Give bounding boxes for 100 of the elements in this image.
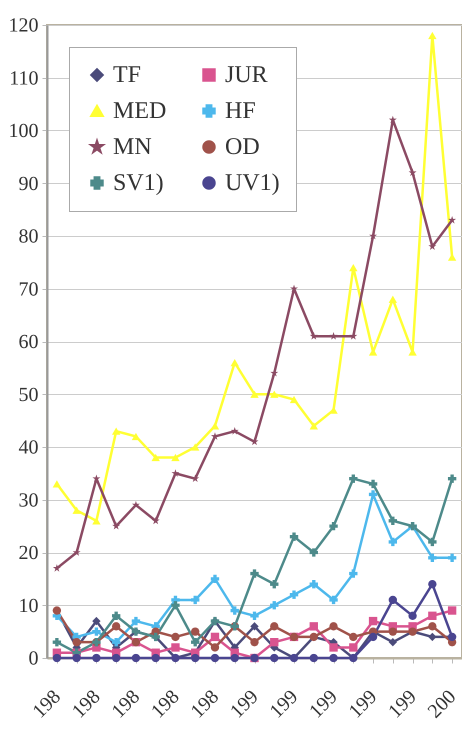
point: [349, 643, 358, 652]
point: [52, 480, 62, 488]
point: [112, 428, 120, 435]
point: [270, 622, 278, 631]
point: [92, 474, 100, 482]
point: [428, 612, 437, 620]
point: [112, 654, 120, 662]
y-tick-label: 30: [18, 489, 38, 512]
y-tick-label: 20: [18, 542, 38, 564]
point: [428, 32, 437, 40]
y-tick-label: 10: [18, 594, 38, 617]
point: [230, 358, 239, 366]
point: [448, 554, 456, 562]
legend-label: TF: [113, 62, 142, 88]
x-tick-label: 200: [424, 686, 460, 722]
point: [270, 601, 278, 610]
point: [72, 506, 81, 514]
point: [210, 422, 220, 430]
x-tick-label: 199: [384, 686, 421, 722]
point: [132, 616, 140, 626]
point: [290, 396, 298, 404]
point: [92, 517, 101, 524]
point: [388, 516, 398, 526]
y-tick-label: 90: [18, 172, 38, 195]
point: [428, 554, 437, 562]
point: [448, 216, 456, 224]
point: [290, 590, 298, 599]
point: [448, 474, 456, 483]
point: [329, 522, 338, 530]
legend-label: OD: [225, 134, 260, 160]
point: [152, 654, 160, 662]
point: [171, 632, 180, 642]
point: [368, 632, 378, 642]
point: [388, 538, 398, 546]
y-tick-label: 40: [18, 436, 38, 458]
point: [171, 454, 180, 462]
point: [270, 638, 278, 646]
point: [329, 622, 338, 631]
point: [310, 654, 318, 662]
point: [171, 469, 180, 477]
point: [270, 390, 278, 398]
point: [191, 638, 200, 646]
point: [310, 548, 318, 557]
point: [428, 242, 436, 250]
legend-label: MED: [113, 98, 166, 124]
x-tick-label: 198: [28, 686, 66, 722]
point: [349, 474, 358, 483]
legend-label: UV1): [225, 170, 280, 196]
point: [448, 606, 456, 615]
point: [72, 548, 81, 556]
point: [92, 654, 101, 662]
point: [230, 426, 239, 435]
point: [112, 612, 120, 620]
point: [250, 612, 259, 620]
point: [250, 622, 259, 631]
x-tick-label: 199: [305, 686, 342, 722]
point: [191, 654, 200, 662]
point: [368, 616, 378, 626]
point: [152, 454, 160, 462]
point: [349, 332, 358, 340]
point: [112, 622, 120, 631]
y-tick-label: 120: [8, 14, 38, 36]
point: [171, 601, 180, 610]
point: [428, 622, 437, 631]
point: [52, 564, 61, 572]
point: [210, 574, 220, 584]
point: [250, 390, 259, 398]
point: [270, 654, 278, 662]
point: [210, 643, 220, 652]
point: [408, 612, 417, 620]
point: [230, 606, 239, 615]
point: [191, 596, 200, 604]
point: [388, 296, 398, 303]
point: [310, 422, 318, 430]
y-tick-label: 0: [28, 648, 38, 670]
legend-label: JUR: [225, 62, 268, 88]
point: [191, 627, 200, 636]
x-tick-label: 198: [68, 686, 105, 722]
point: [132, 432, 140, 440]
point: [92, 616, 101, 626]
point: [408, 168, 417, 176]
point: [368, 480, 378, 488]
point: [250, 569, 259, 578]
point: [290, 284, 298, 292]
point: [349, 264, 358, 272]
point: [330, 332, 338, 340]
point: [329, 654, 338, 662]
y-tick-label: 70: [18, 278, 38, 300]
x-tick-label: 199: [226, 686, 263, 722]
point: [92, 627, 101, 636]
point: [72, 654, 81, 662]
point: [349, 632, 358, 642]
legend-label: MN: [113, 134, 152, 160]
x-tick-label: 198: [146, 686, 184, 722]
point: [428, 580, 437, 588]
y-tick-label: 110: [9, 67, 38, 90]
point: [210, 654, 220, 662]
point: [72, 638, 81, 646]
point: [310, 622, 318, 631]
x-tick-label: 199: [266, 686, 302, 722]
